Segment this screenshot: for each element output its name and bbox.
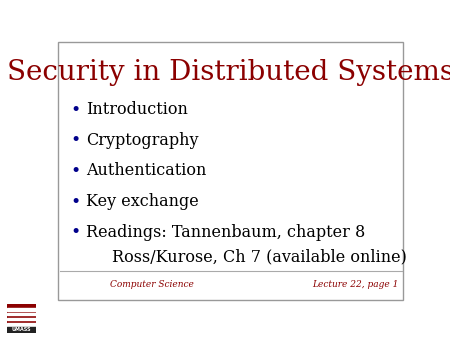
Text: Security in Distributed Systems: Security in Distributed Systems (7, 59, 450, 86)
Text: Cryptography: Cryptography (86, 132, 198, 149)
Text: Computer Science: Computer Science (110, 280, 194, 289)
Bar (7, 318, 36, 320)
Text: •: • (70, 162, 81, 180)
Text: •: • (70, 100, 81, 119)
Bar (7, 323, 36, 326)
Text: Readings: Tannenbaum, chapter 8: Readings: Tannenbaum, chapter 8 (86, 224, 365, 241)
Text: •: • (70, 223, 81, 241)
Bar (7, 313, 36, 315)
Text: Authentication: Authentication (86, 163, 206, 179)
Bar (7, 308, 36, 311)
Text: •: • (70, 193, 81, 211)
Text: Introduction: Introduction (86, 101, 188, 118)
Bar (7, 327, 36, 333)
Text: Ross/Kurose, Ch 7 (available online): Ross/Kurose, Ch 7 (available online) (112, 248, 407, 265)
Text: Lecture 22, page 1: Lecture 22, page 1 (312, 280, 399, 289)
Text: UMASS: UMASS (12, 327, 31, 332)
Text: Key exchange: Key exchange (86, 193, 198, 210)
Text: •: • (70, 131, 81, 149)
